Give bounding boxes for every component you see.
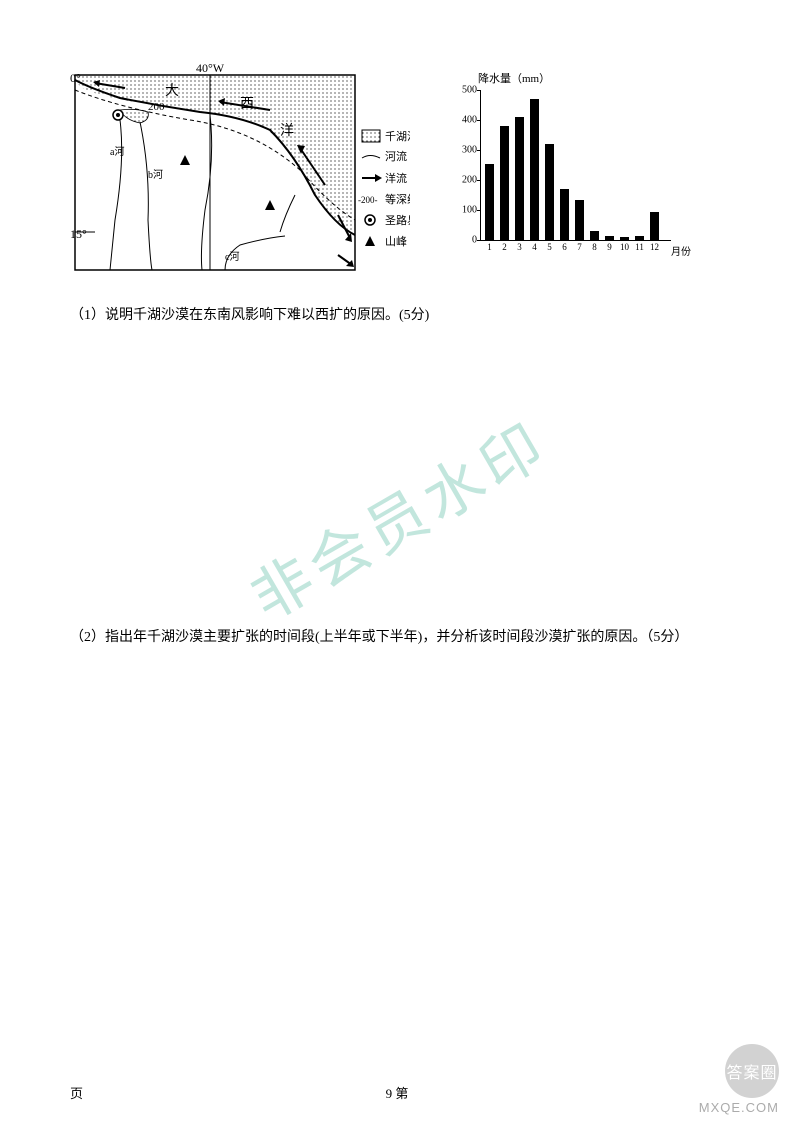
x-axis-title: 月份: [671, 243, 691, 258]
bar-2: [500, 126, 509, 240]
x-tick-label: 1: [487, 242, 492, 252]
river-c: c河: [225, 251, 239, 263]
x-tick-label: 4: [532, 242, 537, 252]
x-tick-label: 2: [502, 242, 507, 252]
svg-text:河流: 河流: [385, 149, 407, 163]
svg-text:千湖沙漠: 千湖沙漠: [385, 130, 410, 143]
bar-9: [605, 236, 614, 241]
page: 40°W 0° 15° 200 大: [0, 0, 794, 1123]
bar-11: [635, 236, 644, 241]
question-1: （1）说明千湖沙漠在东南风影响下难以西扩的原因。(5分): [70, 305, 724, 327]
x-tick-label: 10: [620, 242, 629, 252]
y-tick-label: 300: [462, 145, 477, 156]
map-figure: 40°W 0° 15° 200 大: [70, 60, 410, 280]
x-tick-label: 8: [592, 242, 597, 252]
watermark: 非会员水印: [232, 396, 561, 636]
chart-title: 降水量（mm）: [478, 70, 550, 86]
y-tick-label: 200: [462, 175, 477, 186]
bar-6: [560, 189, 569, 240]
bar-1: [485, 164, 494, 241]
y-tick-label: 100: [462, 205, 477, 216]
map-legend: 千湖沙漠 河流 洋流 -200- 等深线 (m) 圣路易斯 山峰: [358, 130, 410, 248]
svg-text:-200-: -200-: [358, 195, 378, 205]
ocean-char-2: 西: [240, 97, 254, 112]
question-2: （2）指出年千湖沙漠主要扩张的时间段(上半年或下半年)，并分析该时间段沙漠扩张的…: [70, 627, 724, 649]
logo-site-text: MXQE.COM: [699, 1100, 779, 1115]
lat-15-label: 15°: [70, 227, 87, 241]
x-tick-label: 12: [650, 242, 659, 252]
chart-area: 月份 0100200300400500123456789101112: [480, 90, 671, 241]
y-tick-label: 0: [472, 235, 477, 246]
footer-page-number: 9 第: [386, 1083, 409, 1102]
bar-7: [575, 200, 584, 241]
bar-8: [590, 231, 599, 240]
x-tick-label: 7: [577, 242, 582, 252]
map-svg: 40°W 0° 15° 200 大: [70, 60, 410, 280]
bar-10: [620, 237, 629, 240]
x-tick-label: 5: [547, 242, 552, 252]
bar-12: [650, 212, 659, 241]
x-tick-label: 3: [517, 242, 522, 252]
figures-row: 40°W 0° 15° 200 大: [70, 60, 724, 280]
river-a: a河: [110, 146, 124, 158]
svg-text:圣路易斯: 圣路易斯: [385, 214, 410, 227]
bar-4: [530, 99, 539, 240]
precipitation-chart: 降水量（mm） 月份 01002003004005001234567891011…: [440, 60, 690, 280]
logo-circle: 答案圈: [725, 1044, 779, 1098]
footer-left: 页: [70, 1083, 83, 1102]
contour-label: 200: [148, 101, 165, 113]
y-tick-label: 400: [462, 115, 477, 126]
svg-text:等深线 (m): 等深线 (m): [385, 192, 410, 206]
logo-circle-text: 答案圈: [726, 1059, 777, 1083]
ocean-char-1: 大: [165, 83, 179, 99]
x-tick-label: 11: [635, 242, 644, 252]
bar-5: [545, 144, 554, 240]
x-tick-label: 6: [562, 242, 567, 252]
y-tick-label: 500: [462, 85, 477, 96]
river-b: b河: [148, 169, 163, 181]
lon-label: 40°W: [196, 61, 225, 75]
svg-text:山峰: 山峰: [385, 235, 407, 248]
bar-3: [515, 117, 524, 240]
bottom-logos: 答案圈 MXQE.COM: [699, 1044, 779, 1115]
svg-text:洋流: 洋流: [385, 171, 407, 185]
ocean-char-3: 洋: [280, 123, 294, 139]
x-tick-label: 9: [607, 242, 612, 252]
